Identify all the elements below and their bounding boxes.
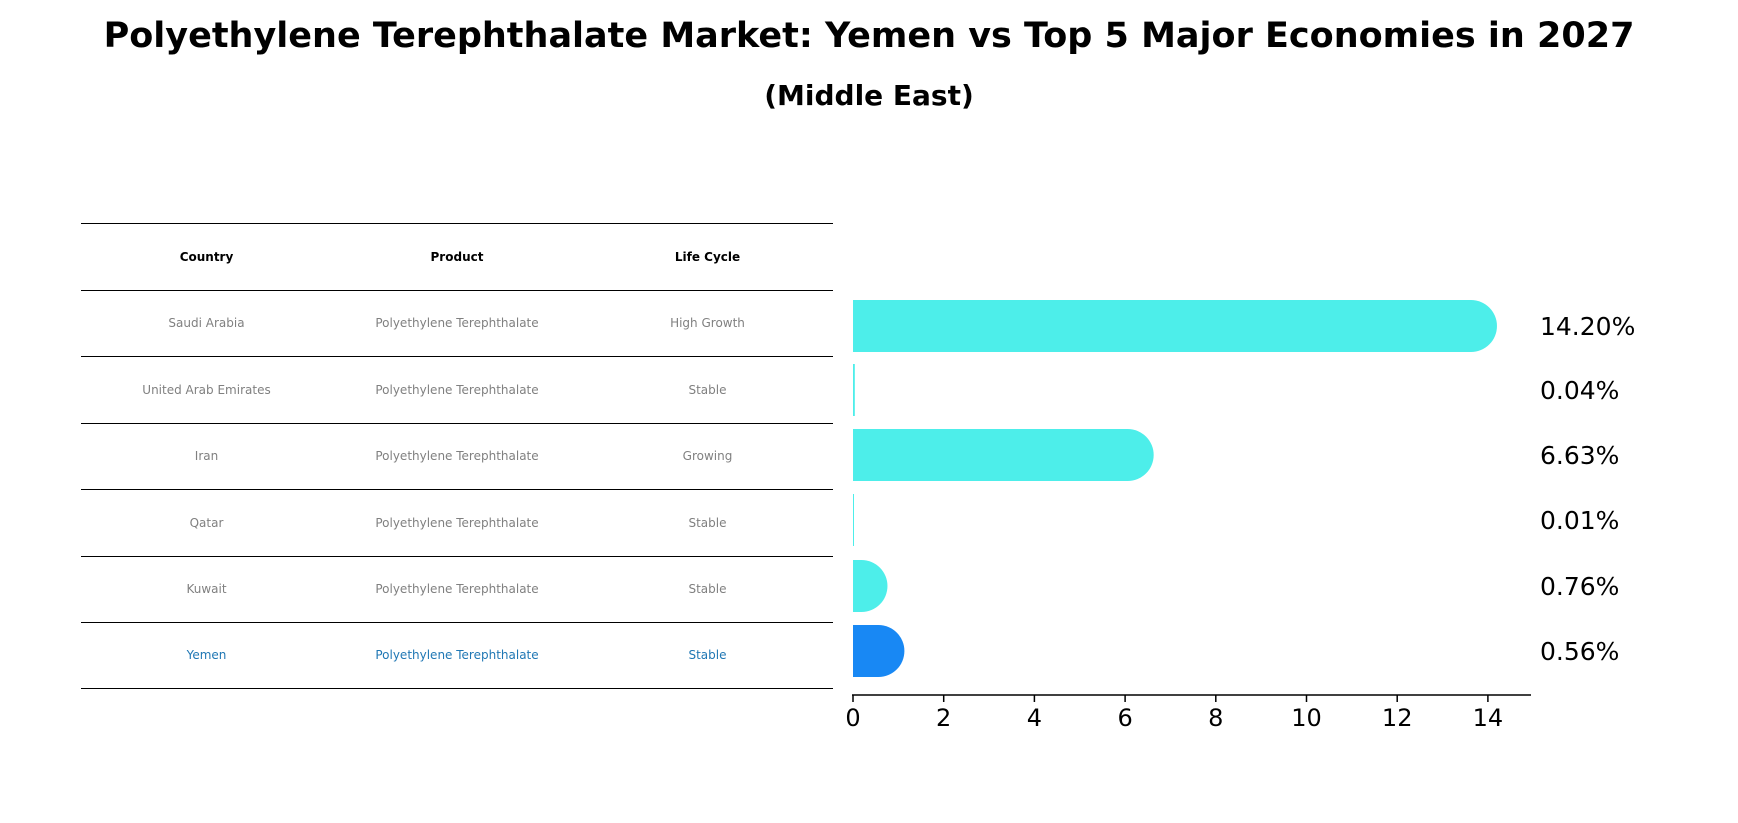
value-label: 0.01% <box>1540 506 1619 535</box>
cell-life-cycle: High Growth <box>670 316 745 331</box>
chart-title: Polyethylene Terephthalate Market: Yemen… <box>103 16 1635 56</box>
bar-saudi-arabia <box>853 300 1497 352</box>
cell-country: Kuwait <box>186 582 227 597</box>
x-tick-label: 8 <box>1208 704 1223 732</box>
header-product: Product <box>430 249 484 264</box>
table-row: Qatar Polyethylene Terephthalate Stable <box>81 489 833 556</box>
x-tick-label: 12 <box>1382 704 1413 732</box>
cell-product: Polyethylene Terephthalate <box>375 449 539 464</box>
chart-subtitle: (Middle East) <box>764 79 974 112</box>
cell-country: Yemen <box>186 648 227 663</box>
cell-product: Polyethylene Terephthalate <box>375 515 539 530</box>
bar-kuwait <box>853 560 888 612</box>
cell-product: Polyethylene Terephthalate <box>375 382 539 397</box>
cell-product: Polyethylene Terephthalate <box>375 582 539 597</box>
x-tick-label: 2 <box>936 704 951 732</box>
table-row-highlighted: Yemen Polyethylene Terephthalate Stable <box>81 622 833 689</box>
cell-life-cycle: Growing <box>682 449 733 464</box>
bar-qatar <box>853 494 854 546</box>
table-row: Iran Polyethylene Terephthalate Growing <box>81 422 833 490</box>
x-tick-label: 0 <box>845 704 860 732</box>
cell-country: United Arab Emirates <box>142 382 271 397</box>
country-table: Country Product Life Cycle Saudi Arabia … <box>81 223 833 689</box>
header-country: Country <box>179 249 234 264</box>
x-tick-label: 10 <box>1291 704 1322 732</box>
table-row: Saudi Arabia Polyethylene Terephthalate … <box>81 289 833 357</box>
cell-life-cycle: Stable <box>688 515 727 530</box>
x-tick-label: 4 <box>1027 704 1042 732</box>
x-tick-label: 14 <box>1473 704 1504 732</box>
table-row: United Arab Emirates Polyethylene Tereph… <box>81 356 833 423</box>
cell-country: Qatar <box>189 515 224 530</box>
cell-life-cycle: Stable <box>688 582 727 597</box>
table-row: Kuwait Polyethylene Terephthalate Stable <box>81 555 833 623</box>
x-tick-label: 6 <box>1117 704 1132 732</box>
cell-country: Iran <box>194 449 219 464</box>
bar-iran <box>853 429 1154 481</box>
cell-product: Polyethylene Terephthalate <box>375 648 539 663</box>
value-label: 0.56% <box>1540 637 1619 666</box>
value-label: 0.04% <box>1540 376 1619 405</box>
header-life-cycle: Life Cycle <box>674 249 741 264</box>
value-label: 14.20% <box>1540 312 1635 341</box>
cell-life-cycle: Stable <box>688 648 727 663</box>
value-label: 6.63% <box>1540 441 1619 470</box>
cell-product: Polyethylene Terephthalate <box>375 316 539 331</box>
cell-country: Saudi Arabia <box>168 316 245 331</box>
value-label: 0.76% <box>1540 572 1619 601</box>
bar-yemen <box>853 625 905 677</box>
cell-life-cycle: Stable <box>688 382 727 397</box>
bar-united-arab-emirates <box>853 364 855 416</box>
table-header-row: Country Product Life Cycle <box>81 223 833 290</box>
